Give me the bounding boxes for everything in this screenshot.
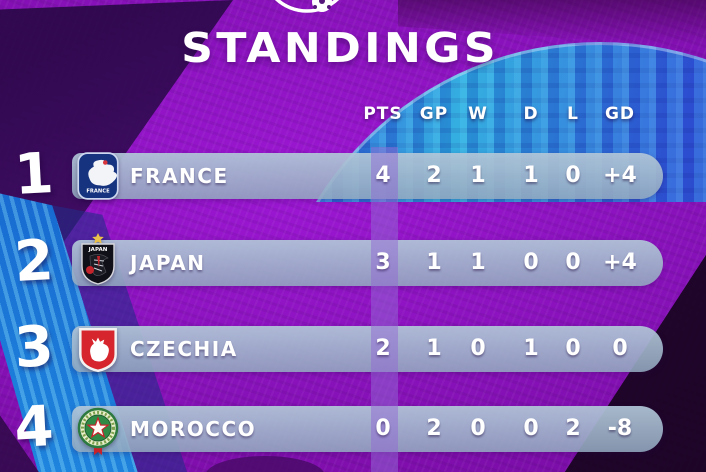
stat-gp: 1 (426, 250, 442, 275)
team-row-czechia: CZECHIA (72, 326, 663, 373)
stat-l: 2 (565, 416, 581, 441)
stat-gd: +4 (603, 163, 637, 188)
stat-w: 1 (470, 250, 486, 275)
stat-gp: 2 (426, 163, 442, 188)
team-name: FRANCE (130, 164, 229, 188)
stat-d: 1 (523, 336, 539, 361)
team-row-morocco: MOROCCO (72, 406, 663, 455)
stat-w: 0 (470, 336, 486, 361)
stat-gp: 2 (426, 416, 442, 441)
rank-number: 3 (12, 314, 56, 381)
stat-l: 0 (565, 250, 581, 275)
col-header-w: W (468, 104, 488, 124)
japan-crest-icon: JAPAN (81, 233, 115, 285)
col-header-d: D (523, 104, 539, 124)
stat-gp: 1 (426, 336, 442, 361)
team-name: MOROCCO (130, 417, 257, 441)
rank-number: 2 (12, 228, 56, 295)
stat-pts: 4 (375, 163, 391, 188)
background-bottom-silhouette (205, 456, 325, 472)
team-row-france: FRANCE FRANCE (72, 152, 663, 200)
team-row-japan: JAPAN JAPAN (72, 233, 663, 286)
stat-gd: 0 (612, 336, 628, 361)
stat-pts: 3 (375, 250, 391, 275)
stat-d: 0 (523, 416, 539, 441)
rank-number: 1 (12, 141, 56, 208)
col-header-gd: GD (604, 104, 636, 124)
stat-w: 1 (470, 163, 486, 188)
japan-crest-label: JAPAN (88, 247, 108, 253)
team-name: JAPAN (130, 251, 206, 275)
stat-pts: 0 (375, 416, 391, 441)
soccer-ball-logo-icon (274, 0, 340, 13)
stat-w: 0 (470, 416, 486, 441)
rank-number: 4 (12, 394, 56, 461)
stat-d: 0 (523, 250, 539, 275)
col-header-pts: PTS (363, 104, 403, 124)
stat-gd: +4 (603, 250, 637, 275)
france-crest-icon: FRANCE (77, 152, 119, 200)
pts-column-highlight (371, 147, 398, 472)
morocco-crest-icon (77, 407, 119, 455)
col-header-gp: GP (419, 104, 449, 124)
france-crest-label: FRANCE (86, 189, 110, 195)
stat-l: 0 (565, 163, 581, 188)
col-header-l: L (567, 104, 579, 124)
stat-gd: -8 (607, 416, 633, 441)
team-name: CZECHIA (130, 337, 238, 361)
stat-pts: 2 (375, 336, 391, 361)
page-title: STANDINGS (181, 24, 499, 72)
stat-l: 0 (565, 336, 581, 361)
czechia-crest-icon (79, 327, 117, 373)
stat-d: 1 (523, 163, 539, 188)
